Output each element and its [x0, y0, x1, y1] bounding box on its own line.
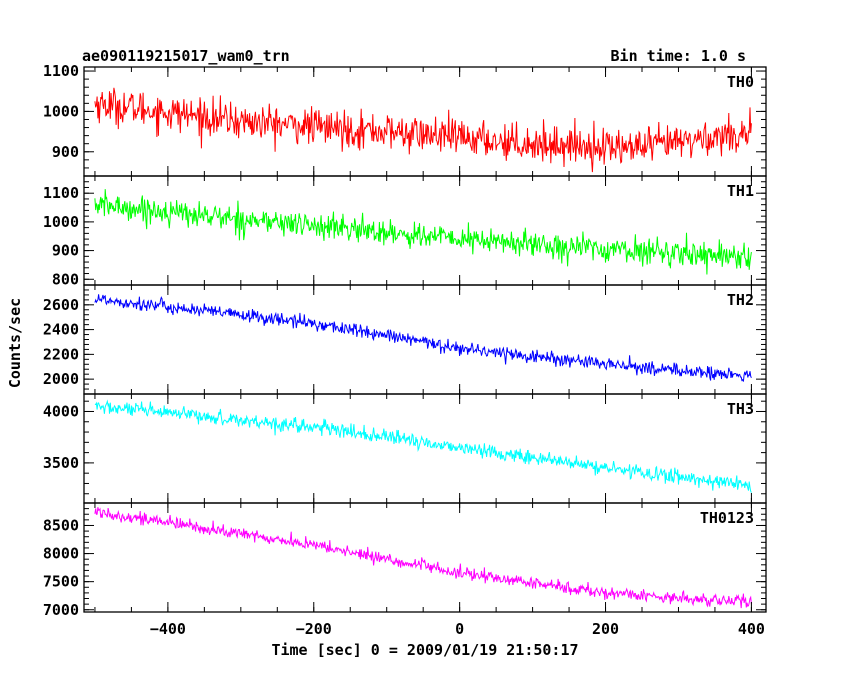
y-tick-label: 8500 [43, 516, 79, 534]
y-tick-label: 1100 [43, 184, 79, 202]
y-tick-label: 7500 [43, 573, 79, 591]
y-tick-label: 900 [52, 242, 79, 260]
panel-th2: 2000 2200 2400 2600 TH2 [43, 284, 767, 395]
y-tick-label: 2400 [43, 321, 79, 339]
panel-frame [83, 393, 767, 504]
panel-th0: 900 1000 1100 TH0 [43, 62, 767, 177]
panel-frame [83, 175, 767, 286]
panel-label-th3: TH3 [727, 400, 754, 418]
series-line-th3 [94, 399, 752, 493]
bin-time-label: Bin time: 1.0 s [611, 47, 746, 65]
x-tick-label: −200 [296, 620, 332, 638]
y-tick-label: 1100 [43, 62, 79, 80]
panel-frame [83, 502, 767, 613]
series-line-th0 [94, 87, 752, 173]
y-tick-label: 900 [52, 143, 79, 161]
y-tick-label: 8000 [43, 545, 79, 563]
panel-th3: 3500 4000 TH3 [43, 393, 767, 504]
x-axis: −400 −200 0 200 400 [150, 620, 765, 638]
series-line-th1 [94, 189, 752, 275]
y-tick-label: 2200 [43, 345, 79, 363]
series-line-th2 [94, 294, 752, 382]
y-axis-title: Counts/sec [6, 298, 24, 388]
panel-label-th0: TH0 [727, 73, 754, 91]
x-tick-label: −400 [150, 620, 186, 638]
panel-label-th0123: TH0123 [700, 509, 754, 527]
x-axis-title: Time [sec] 0 = 2009/01/19 21:50:17 [271, 641, 578, 659]
x-tick-label: 200 [592, 620, 619, 638]
y-tick-label: 1000 [43, 213, 79, 231]
series-line-th0123 [94, 507, 752, 609]
y-tick-label: 3500 [43, 454, 79, 472]
panel-label-th1: TH1 [727, 182, 754, 200]
y-tick-label: 1000 [43, 102, 79, 120]
y-tick-label: 2600 [43, 296, 79, 314]
panel-frame [83, 66, 767, 177]
panel-th0123: 7000 7500 8000 8500 TH0123 [43, 502, 767, 619]
chart-title: ae090119215017_wam0_trn [82, 47, 290, 65]
y-tick-label: 7000 [43, 601, 79, 619]
panel-th1: 800 900 1000 1100 TH1 [43, 175, 767, 288]
y-tick-label: 800 [52, 270, 79, 288]
panel-label-th2: TH2 [727, 291, 754, 309]
x-tick-label: 0 [455, 620, 464, 638]
y-tick-label: 4000 [43, 402, 79, 420]
x-tick-label: 400 [738, 620, 765, 638]
y-tick-label: 2000 [43, 370, 79, 388]
